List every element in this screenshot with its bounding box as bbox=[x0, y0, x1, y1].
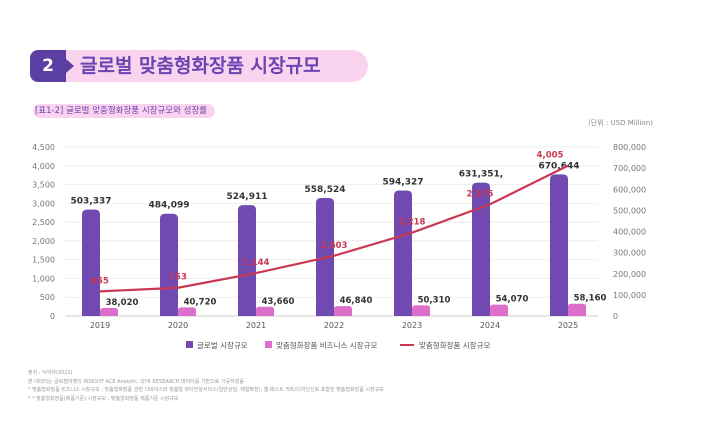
footnote: 출처 : 식약처(2021) bbox=[28, 370, 73, 376]
line-value-label: 2,975 bbox=[467, 189, 494, 199]
left-tick-label: 3,500 bbox=[32, 181, 55, 190]
right-tick-label: 700,000 bbox=[613, 164, 646, 173]
business-bar bbox=[100, 307, 118, 316]
legend-label: 글로벌 시장규모 bbox=[197, 340, 248, 350]
left-tick-label: 0 bbox=[50, 312, 55, 321]
global-value-label: 594,327 bbox=[383, 177, 424, 187]
business-bar bbox=[178, 307, 196, 316]
x-tick-label: 2024 bbox=[480, 321, 500, 330]
line-value-label: 2,218 bbox=[399, 218, 426, 228]
global-bar bbox=[550, 174, 568, 316]
line-value-label: 753 bbox=[169, 273, 187, 283]
global-bar bbox=[394, 190, 412, 316]
global-bar bbox=[82, 209, 100, 316]
business-value-label: 54,070 bbox=[496, 295, 529, 305]
right-tick-label: 300,000 bbox=[613, 249, 646, 258]
business-bar bbox=[334, 306, 352, 316]
legend-label: 맞춤형화장품 비즈니스 시장규모 bbox=[276, 340, 377, 350]
line-value-label: 4,005 bbox=[537, 151, 564, 161]
right-tick-label: 100,000 bbox=[613, 291, 646, 300]
business-bar bbox=[490, 304, 508, 316]
x-tick-label: 2020 bbox=[168, 321, 188, 330]
right-tick-label: 200,000 bbox=[613, 270, 646, 279]
left-tick-label: 1,500 bbox=[32, 256, 55, 265]
business-value-label: 40,720 bbox=[184, 297, 217, 307]
left-tick-label: 2,000 bbox=[32, 237, 55, 246]
section-header-bg bbox=[30, 50, 368, 82]
footnote: 본 데이터는 글로벌마켓의 INSIGHT ACE Analytic, QYR … bbox=[28, 378, 244, 385]
x-tick-label: 2019 bbox=[90, 321, 110, 330]
right-tick-label: 600,000 bbox=[613, 185, 646, 194]
legend-swatch-global bbox=[186, 341, 193, 348]
global-value-label: 484,099 bbox=[149, 201, 190, 211]
x-tick-label: 2023 bbox=[402, 321, 422, 330]
business-value-label: 58,160 bbox=[574, 294, 607, 304]
footnotes: 출처 : 식약처(2021) 본 데이터는 글로벌마켓의 INSIGHT ACE… bbox=[28, 369, 384, 403]
business-value-label: 38,020 bbox=[106, 298, 139, 308]
left-tick-label: 4,500 bbox=[32, 143, 55, 152]
footnote: * 맞춤형화장품 비즈니스 시장규모 : 맞춤형화장품 관련 디바이스와 맞춤형… bbox=[28, 387, 384, 393]
right-tick-label: 0 bbox=[613, 312, 618, 321]
global-value-label: 524,911 bbox=[227, 192, 268, 202]
global-bar bbox=[472, 182, 490, 316]
business-value-label: 43,660 bbox=[262, 297, 295, 307]
line-value-label: 1,144 bbox=[243, 258, 270, 268]
line-series bbox=[99, 164, 569, 293]
left-tick-label: 2,500 bbox=[32, 218, 55, 227]
left-tick-label: 1,000 bbox=[32, 274, 55, 283]
global-bar bbox=[160, 213, 178, 316]
business-bar bbox=[568, 303, 586, 316]
business-bar bbox=[256, 306, 274, 316]
section-title: 글로벌 맞춤형화장품 시장규모 bbox=[80, 55, 321, 77]
right-tick-label: 500,000 bbox=[613, 206, 646, 215]
global-value-label: 631,351, bbox=[459, 170, 503, 180]
unit-label: (단위 : USD Million) bbox=[588, 119, 653, 127]
x-tick-label: 2025 bbox=[558, 321, 578, 330]
legend-swatch-business bbox=[265, 341, 272, 348]
left-tick-label: 500 bbox=[40, 293, 55, 302]
line-value-label: 1,603 bbox=[321, 241, 348, 251]
business-bar bbox=[412, 305, 430, 316]
global-value-label: 670,644 bbox=[539, 161, 580, 171]
x-tick-label: 2021 bbox=[246, 321, 266, 330]
x-tick-label: 2022 bbox=[324, 321, 344, 330]
right-tick-label: 400,000 bbox=[613, 228, 646, 237]
global-bar bbox=[238, 205, 256, 316]
business-value-label: 46,840 bbox=[340, 296, 373, 306]
section-number-badge: 2 bbox=[30, 50, 74, 82]
table-caption: [표1-2] 글로벌 맞춤형화장품 시장규모와 성장률 bbox=[33, 104, 216, 118]
global-value-label: 503,337 bbox=[71, 197, 112, 207]
footnote: * * 맞춤형화장품(제품기준) 시장규모 : 맞춤형화장품 제품기준 시장규모 bbox=[28, 395, 179, 402]
line-value-label: 655 bbox=[91, 276, 109, 286]
business-value-label: 50,310 bbox=[418, 295, 451, 305]
left-tick-label: 4,000 bbox=[32, 162, 55, 171]
left-tick-label: 3,000 bbox=[32, 199, 55, 208]
right-tick-label: 800,000 bbox=[613, 143, 646, 152]
global-value-label: 558,524 bbox=[305, 185, 346, 195]
legend-label: 맞춤형화장품 시장규모 bbox=[419, 340, 490, 350]
